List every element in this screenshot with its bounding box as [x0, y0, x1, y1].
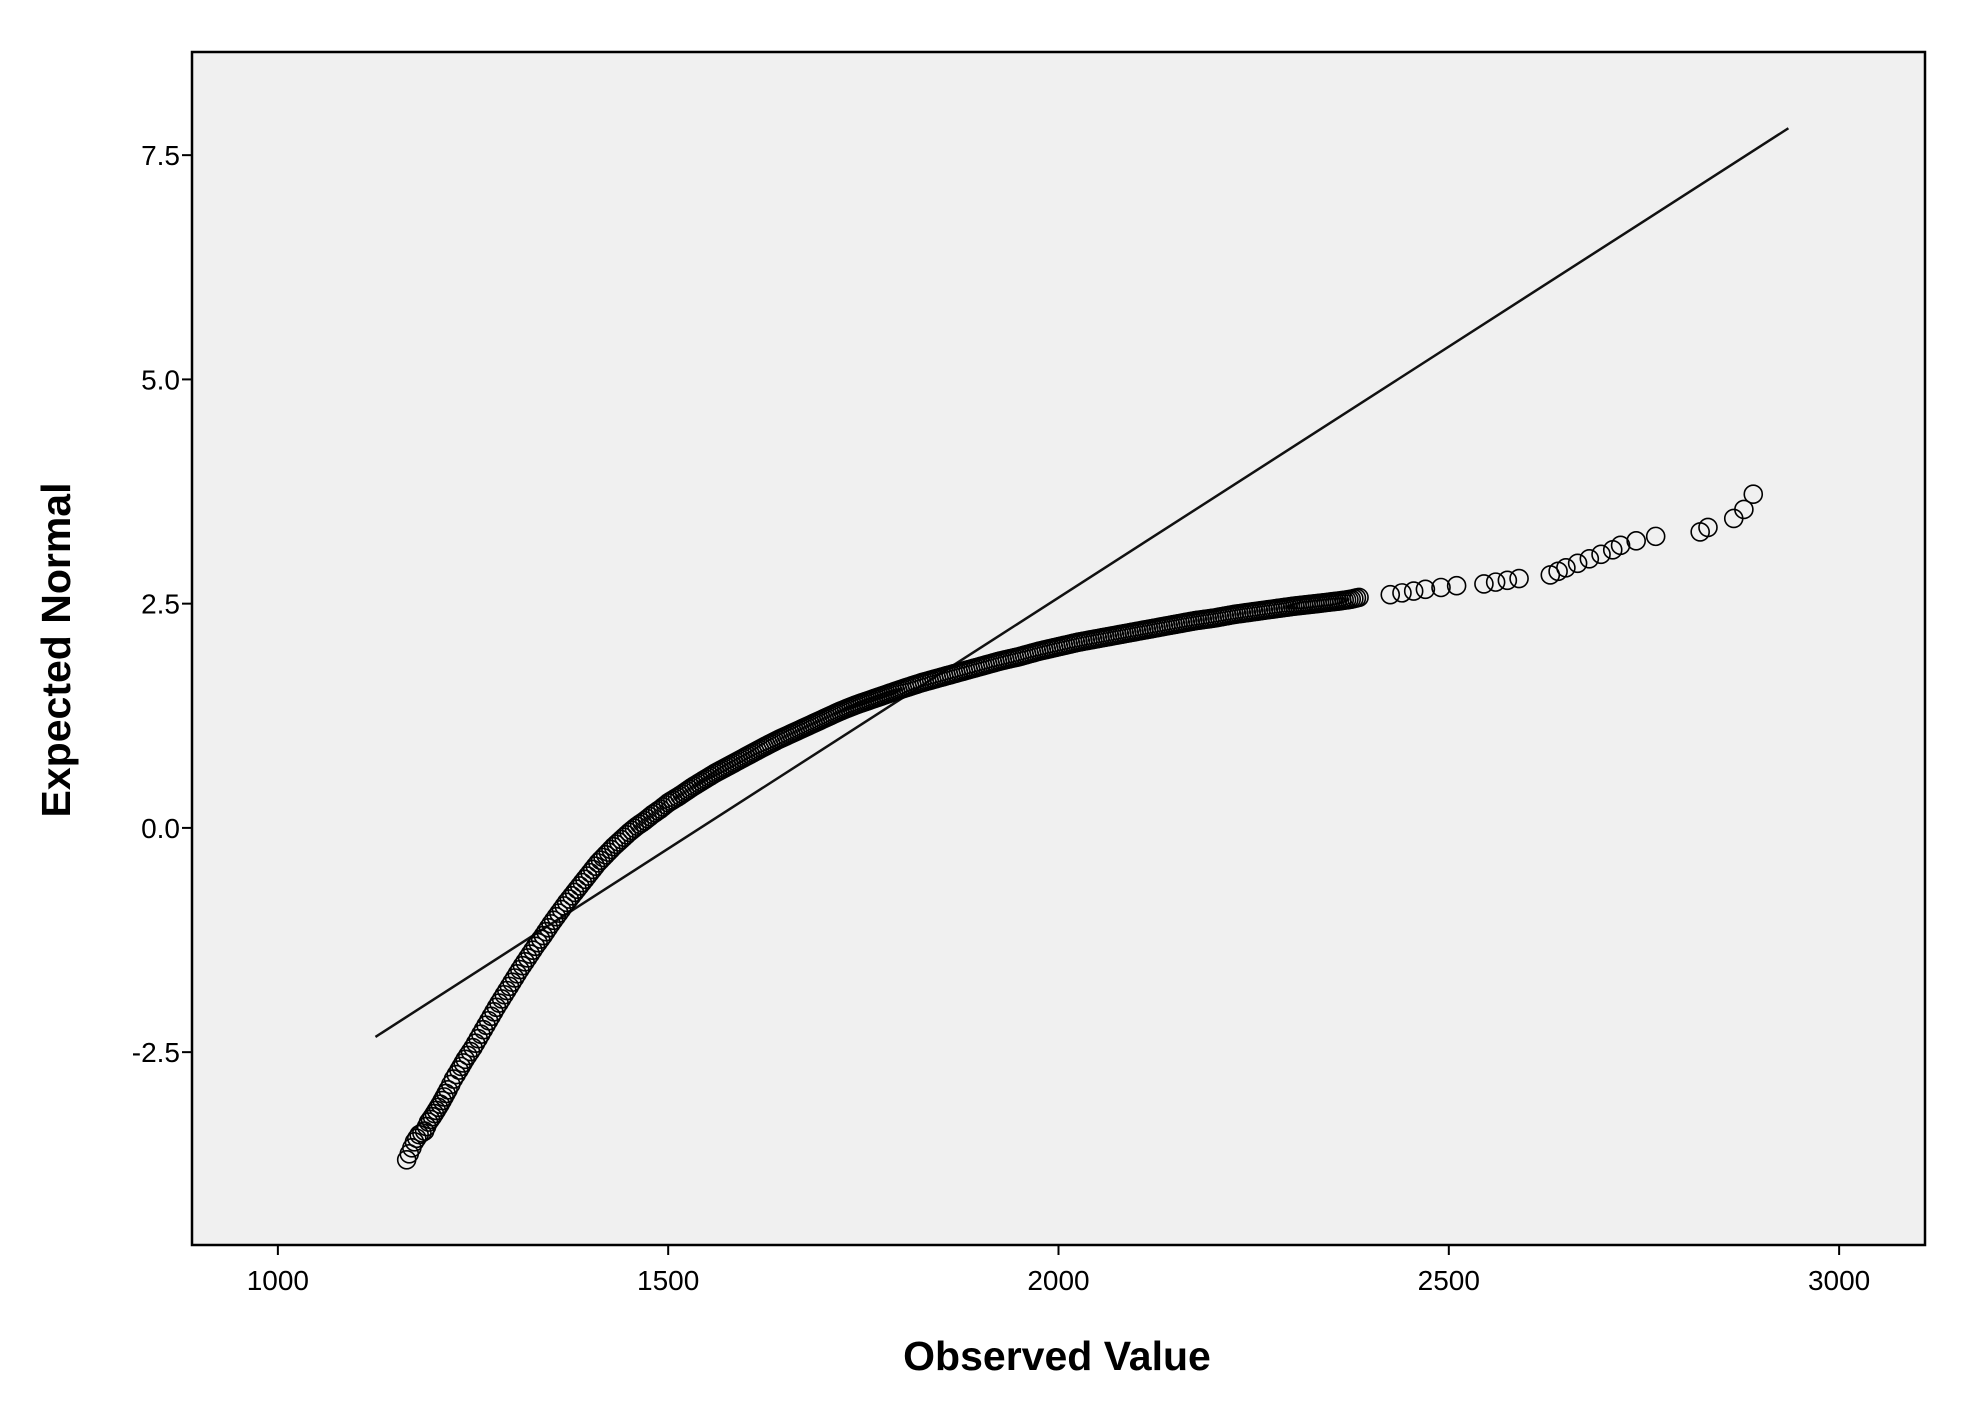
data-point	[590, 850, 611, 870]
data-point	[572, 872, 593, 893]
data-point	[1567, 553, 1588, 574]
data-point	[1698, 517, 1718, 538]
y-tick-label: 7.5	[141, 140, 180, 171]
data-point	[551, 899, 572, 920]
x-tick-label: 1500	[637, 1265, 699, 1296]
data-point	[1591, 544, 1611, 565]
data-point	[569, 876, 590, 896]
data-point	[1497, 570, 1518, 591]
data-point	[407, 1128, 427, 1149]
data-point	[1743, 484, 1764, 505]
x-tick-label: 2000	[1027, 1265, 1089, 1296]
reference-line	[374, 127, 1790, 1038]
data-point	[556, 892, 577, 913]
y-tick-label: 2.5	[141, 589, 180, 620]
data-point	[1485, 572, 1506, 592]
data-point	[593, 847, 613, 868]
data-point	[554, 896, 574, 916]
data-point	[1415, 579, 1436, 600]
x-axis-title: Observed Value	[903, 1333, 1211, 1379]
data-point	[1734, 499, 1754, 520]
data-point	[559, 889, 580, 909]
data-points	[396, 484, 1764, 1170]
y-tick-label: -2.5	[132, 1037, 180, 1068]
data-point	[1579, 549, 1600, 569]
reference-line-group	[374, 127, 1790, 1038]
data-point	[1380, 584, 1401, 605]
data-point	[1610, 535, 1631, 556]
data-point	[595, 845, 616, 865]
data-point	[598, 842, 619, 862]
data-point	[1509, 568, 1529, 589]
data-point	[562, 885, 582, 906]
data-point	[577, 866, 598, 886]
data-point	[1446, 575, 1467, 596]
data-point	[567, 879, 587, 899]
data-point	[588, 853, 608, 873]
x-tick-label: 2500	[1418, 1265, 1480, 1296]
x-tick-label: 3000	[1808, 1265, 1870, 1296]
data-point	[528, 932, 548, 953]
data-point	[1645, 526, 1666, 547]
y-axis-title: Expected Normal	[33, 483, 79, 818]
data-point	[1431, 577, 1451, 598]
data-point	[564, 882, 585, 903]
x-tick-label: 1000	[247, 1265, 309, 1296]
data-point	[546, 906, 567, 927]
y-tick-label: 0.0	[141, 813, 180, 844]
data-point	[575, 869, 595, 890]
data-point	[543, 910, 564, 931]
data-point	[1556, 557, 1576, 578]
data-point	[1474, 574, 1494, 594]
data-point	[541, 914, 561, 934]
data-point	[1349, 587, 1369, 608]
data-point	[1392, 583, 1412, 603]
data-point	[1403, 581, 1424, 601]
y-tick-label: 5.0	[141, 364, 180, 395]
data-point	[1626, 531, 1646, 551]
data-point	[525, 936, 546, 957]
data-point	[549, 903, 569, 923]
data-point	[601, 839, 621, 860]
ticks: 1000 1500 2000 2500 3000 -2.5 0.0 2.5 5.0 7.5	[132, 140, 1871, 1296]
data-point	[580, 862, 600, 883]
